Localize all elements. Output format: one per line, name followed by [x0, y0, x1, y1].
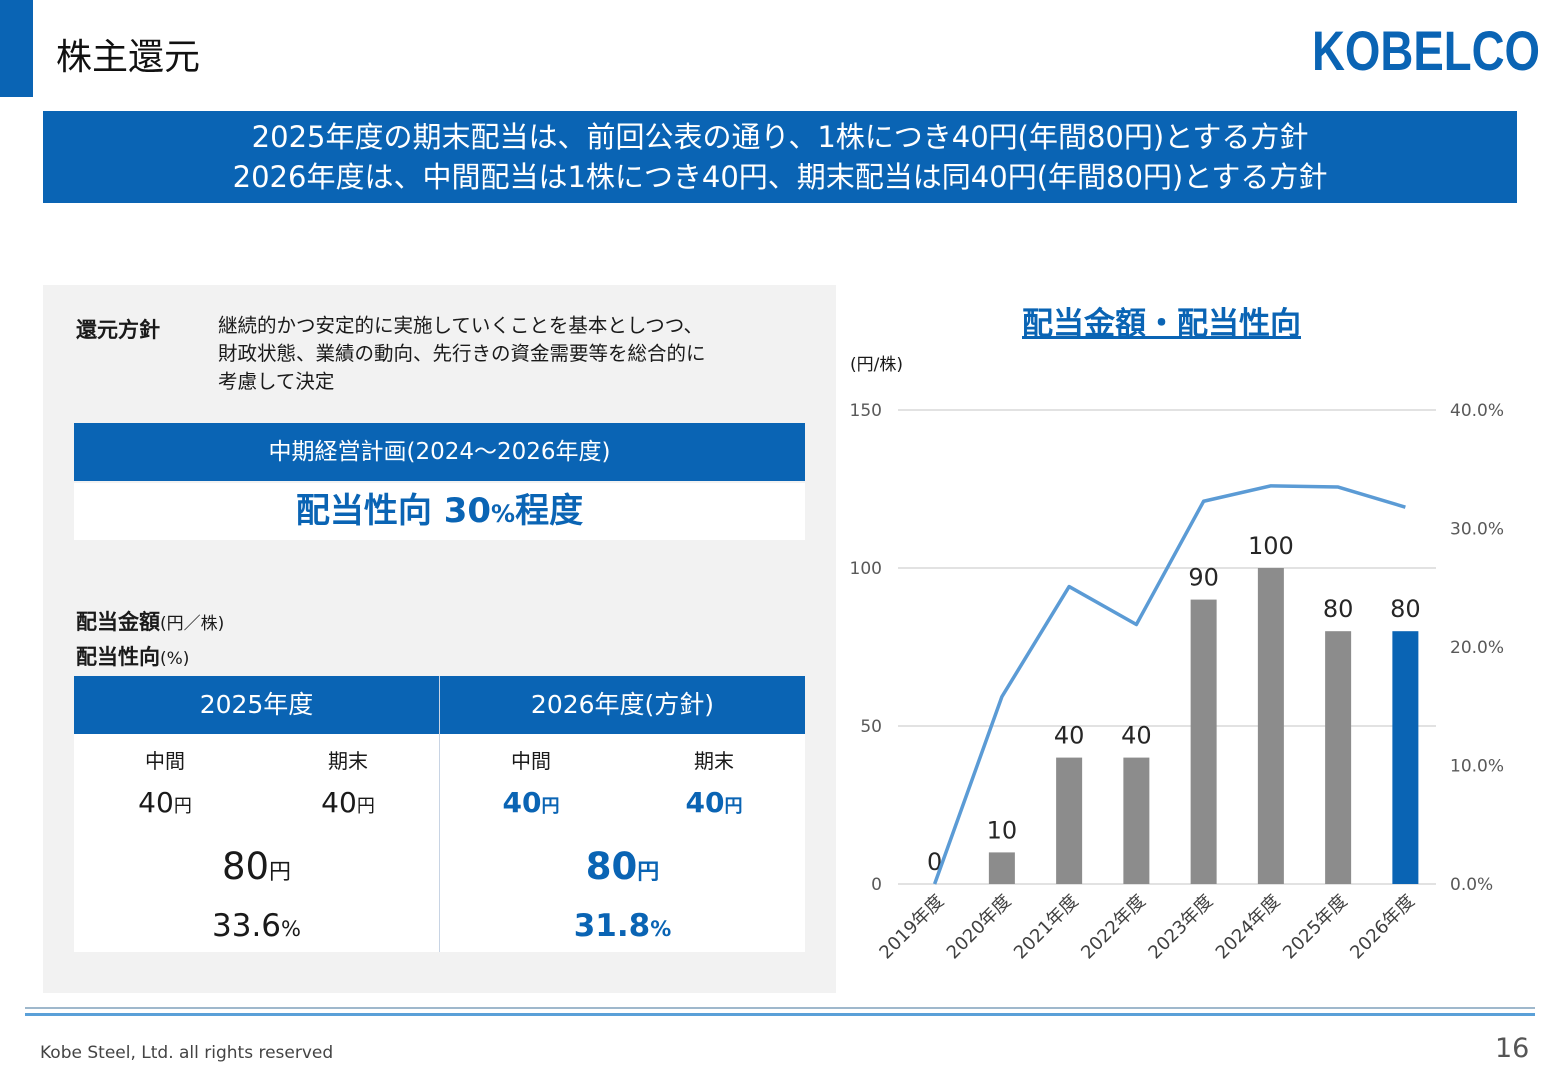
x-tick-label: 2021年度 [1010, 891, 1083, 964]
x-tick-label: 2020年度 [943, 891, 1016, 964]
banner-line-1: 2025年度の期末配当は、前回公表の通り、1株につき40円(年間80円)とする方… [251, 120, 1309, 154]
y-tick-label: 150 [850, 401, 882, 421]
bar-value-label: 40 [1121, 722, 1152, 750]
fy2025-year-end-number: 40 [321, 786, 357, 819]
dividend-amount-label: 配当金額(円／株) [76, 606, 224, 636]
fy2026-interim-label: 中間 [511, 749, 551, 773]
fy2025-payout-number: 33.6 [212, 908, 282, 944]
y2-tick-label: 40.0% [1450, 401, 1504, 421]
chart-title: 配当金額・配当性向 [1022, 306, 1301, 342]
fy2025-payout-value: 33.6% [74, 908, 439, 944]
y-tick-label: 50 [860, 717, 882, 737]
x-tick-label: 2023年度 [1144, 891, 1217, 964]
fy2025-interim-value: 40円 [74, 786, 256, 819]
y-tick-label: 0 [871, 875, 882, 895]
table-header-2025: 2025年度 [74, 676, 439, 734]
fy2026-annual-number: 80 [585, 845, 638, 888]
table-header-2026: 2026年度(方針) [440, 676, 805, 734]
x-tick-label: 2024年度 [1212, 891, 1285, 964]
policy-line-1: 継続的かつ安定的に実施していくことを基本としつつ、 [218, 314, 703, 337]
bar [1190, 599, 1217, 884]
yen-unit: 円 [637, 860, 660, 885]
x-tick-label: 2022年度 [1077, 891, 1150, 964]
summary-banner: 2025年度の期末配当は、前回公表の通り、1株につき40円(年間80円)とする方… [43, 111, 1517, 203]
y2-tick-label: 0.0% [1450, 875, 1493, 895]
bar-value-label: 10 [987, 816, 1018, 844]
x-tick-label: 2019年度 [875, 891, 948, 964]
fy2025-interim-number: 40 [138, 786, 174, 819]
fy2025-year-end-value: 40円 [257, 786, 439, 819]
page-title: 株主還元 [56, 37, 201, 78]
chart-unit-label: (円/株) [850, 355, 903, 375]
bar-value-label: 80 [1390, 595, 1421, 623]
fy2025-annual-value: 80円 [74, 845, 439, 888]
bar-value-label: 40 [1054, 722, 1085, 750]
yen-unit: 円 [173, 796, 192, 817]
fy2026-payout-value: 31.8% [440, 908, 805, 944]
bar [1392, 631, 1419, 884]
x-tick-label: 2025年度 [1279, 891, 1352, 964]
policy-text: 継続的かつ安定的に実施していくことを基本としつつ、 財政状態、業績の動向、先行き… [218, 312, 818, 396]
y2-tick-label: 30.0% [1450, 520, 1504, 540]
fy2026-year-end-value: 40円 [623, 786, 805, 819]
bar [1325, 631, 1352, 884]
dividend-amount-text: 配当金額 [76, 610, 160, 634]
mid-term-plan-header: 中期経営計画(2024～2026年度) [74, 423, 805, 481]
bar-value-label: 100 [1248, 532, 1294, 560]
fy2026-annual-value: 80円 [440, 845, 805, 888]
payout-target: 配当性向 30%程度 [74, 483, 805, 540]
fy2026-year-end-number: 40 [685, 786, 725, 819]
payout-ratio-line [932, 484, 1406, 885]
bar [1123, 757, 1150, 884]
pct-unit: % [650, 917, 672, 941]
dividend-amount-unit: (円／株) [160, 614, 225, 634]
fy2026-interim-number: 40 [502, 786, 542, 819]
bar-value-label: 90 [1188, 564, 1219, 592]
policy-line-2: 財政状態、業績の動向、先行きの資金需要等を総合的に [218, 342, 706, 365]
y2-tick-label: 20.0% [1450, 638, 1504, 658]
banner-line-2: 2026年度は、中間配当は1株につき40円、期末配当は同40円(年間80円)とす… [232, 160, 1328, 194]
bar [1257, 568, 1284, 884]
footer-divider-bottom [25, 1013, 1535, 1016]
x-tick-label: 2026年度 [1346, 891, 1419, 964]
y-tick-label: 100 [850, 559, 882, 579]
payout-ratio-label: 配当性向(%) [76, 641, 189, 671]
logo-text: KOBELCO [1312, 20, 1540, 76]
footer-divider-top [25, 1007, 1535, 1009]
yen-unit: 円 [269, 860, 292, 885]
payout-target-main: 配当性向 30 [295, 491, 492, 531]
footer-copyright: Kobe Steel, Ltd. all rights reserved [40, 1043, 334, 1063]
fy2026-interim-value: 40円 [440, 786, 622, 819]
bar [988, 852, 1015, 884]
fy2025-annual-number: 80 [221, 845, 270, 888]
payout-ratio-text: 配当性向 [76, 645, 160, 669]
kobelco-logo: KOBELCO [1312, 20, 1540, 76]
page-number: 16 [1495, 1033, 1530, 1064]
fy2026-payout-number: 31.8 [573, 908, 651, 944]
fy2025-year-end-label: 期末 [328, 749, 368, 773]
pct-unit: % [281, 917, 301, 941]
bar-value-label: 80 [1323, 595, 1354, 623]
dividend-chart: 0501001500.0%10.0%20.0%30.0%40.0%02019年度… [850, 401, 1504, 964]
policy-label: 還元方針 [76, 318, 160, 342]
payout-target-pct: % [491, 500, 516, 528]
policy-line-3: 考慮して決定 [218, 370, 335, 393]
fy2025-interim-label: 中間 [145, 749, 185, 773]
y2-tick-label: 10.0% [1450, 757, 1504, 777]
yen-unit: 円 [356, 796, 375, 817]
bar [1056, 757, 1083, 884]
fy2026-year-end-label: 期末 [694, 749, 734, 773]
payout-ratio-unit: (%) [160, 649, 190, 669]
payout-target-suffix: 程度 [515, 491, 584, 531]
yen-unit: 円 [541, 796, 560, 817]
title-accent-bar [0, 0, 33, 97]
table-column-divider [439, 676, 440, 952]
yen-unit: 円 [724, 796, 743, 817]
